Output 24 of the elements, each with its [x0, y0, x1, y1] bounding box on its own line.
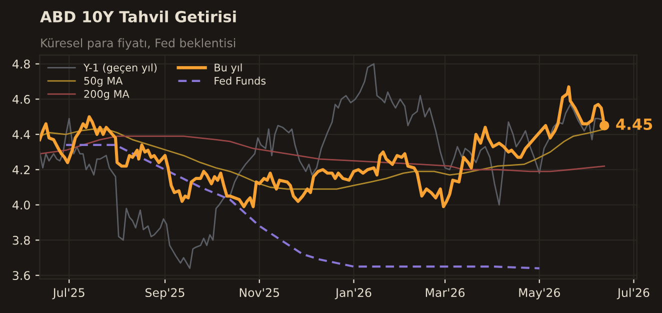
- legend-label: Fed Funds: [214, 76, 266, 85]
- x-tick-label: Jan'26: [334, 288, 372, 300]
- chart-subtitle: Küresel para fiyatı, Fed beklentisi: [41, 38, 236, 50]
- chart-title: ABD 10Y Tahvil Getirisi: [40, 10, 236, 22]
- x-tick-label: May'26: [519, 288, 560, 300]
- x-tick-label: Jul'26: [616, 288, 650, 300]
- legend-label: Bu yıl: [214, 63, 242, 74]
- annotation: 4.45: [616, 118, 652, 130]
- y-tick-label: 3.8: [12, 236, 30, 245]
- y-tick-label: 4.2: [12, 165, 30, 174]
- x-tick-label: Nov'25: [240, 288, 280, 298]
- y-tick-label: 4.8: [12, 60, 30, 69]
- x-tick-label: Jul'25: [52, 288, 84, 300]
- legend-label: 200g MA: [84, 90, 130, 100]
- y-tick-label: 4.0: [12, 200, 30, 210]
- line-series: [40, 135, 606, 172]
- y-tick-label: 4.6: [12, 94, 30, 104]
- x-tick-label: Mar'26: [426, 288, 465, 298]
- y-tick-label: 4.4: [12, 130, 30, 139]
- y-tick-label: 3.6: [12, 271, 30, 280]
- x-tick-label: Sep'25: [146, 288, 184, 300]
- legend-label: Y-1 (geçen yıl): [83, 63, 157, 74]
- legend-label: 50g MA: [84, 76, 123, 87]
- line-series: [64, 144, 540, 270]
